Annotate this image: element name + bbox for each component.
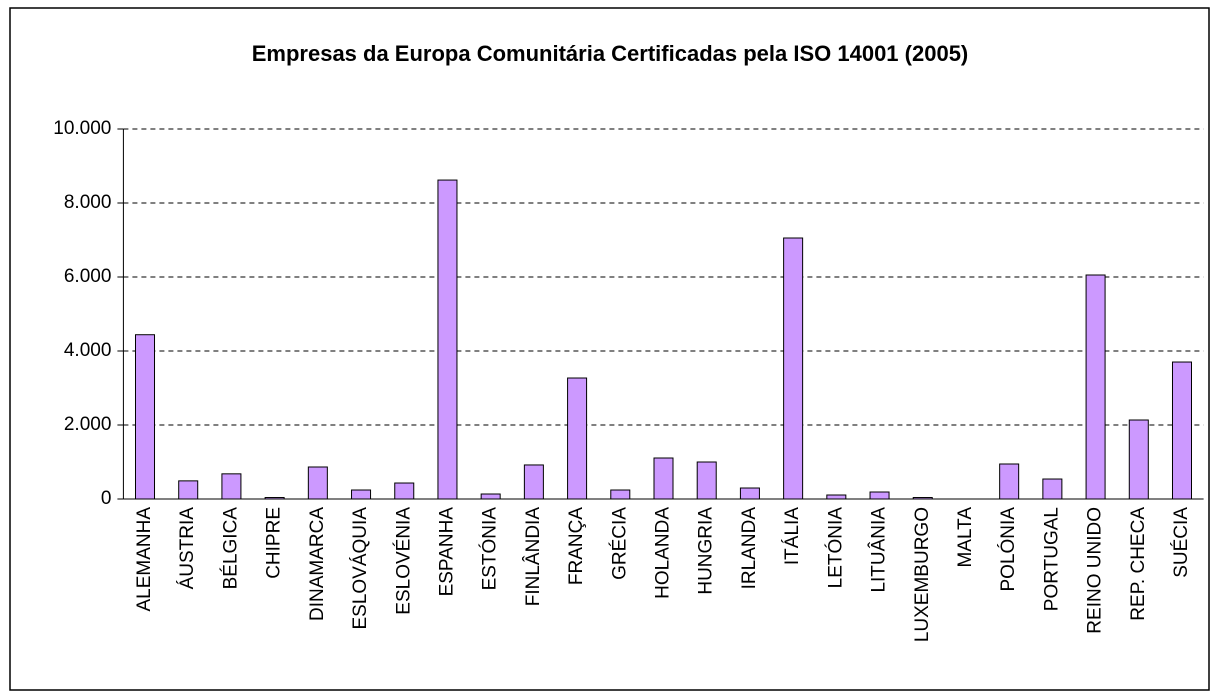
x-tick-label: ALEMANHA — [134, 507, 155, 612]
x-tick-label: CHIPRE — [264, 507, 285, 579]
x-tick-label: FRANÇA — [566, 507, 587, 585]
y-tick-label: 2.000 — [64, 414, 112, 435]
x-tick-label: REP. CHECA — [1128, 507, 1149, 621]
bar — [394, 482, 415, 500]
x-tick-label: POLÓNIA — [997, 507, 1019, 592]
x-tick-label: PORTUGAL — [1041, 507, 1062, 611]
y-tick-label: 10.000 — [53, 118, 111, 139]
x-tick-label: HUNGRIA — [696, 507, 717, 595]
y-tick-label: 0 — [101, 488, 112, 509]
x-tick-label: ESPANHA — [436, 507, 457, 597]
x-tick-label: LETÓNIA — [824, 507, 846, 589]
bar — [739, 487, 760, 500]
bar — [869, 491, 890, 500]
bar — [178, 480, 199, 500]
bar — [134, 334, 156, 500]
chart-title: Empresas da Europa Comunitária Certifica… — [252, 41, 969, 66]
chart-frame — [9, 7, 1210, 691]
bar — [307, 466, 328, 500]
bar — [1171, 361, 1193, 500]
x-tick-label: LITUÂNIA — [868, 507, 890, 593]
bar — [437, 179, 458, 500]
y-tick-label: 6.000 — [64, 266, 112, 287]
x-tick-label: BÉLGICA — [220, 507, 241, 590]
x-tick-label: ÁUSTRIA — [177, 507, 198, 590]
x-tick-label: DINAMARCA — [307, 507, 328, 621]
bar — [523, 464, 544, 500]
x-tick-label: SUÉCIA — [1171, 507, 1192, 578]
x-tick-label: MALTA — [955, 507, 976, 568]
bar — [1085, 274, 1106, 500]
bar — [610, 489, 631, 500]
x-tick-label: FINLÂNDIA — [522, 507, 544, 607]
bar — [221, 473, 242, 500]
bar — [696, 461, 717, 500]
x-tick-label: HOLANDA — [653, 507, 674, 599]
x-tick-label: ESTÓNIA — [479, 507, 501, 591]
bar — [1128, 419, 1149, 500]
bar — [1042, 478, 1063, 500]
bar — [826, 494, 847, 500]
y-tick-label: 8.000 — [64, 192, 112, 213]
x-tick-label: IRLANDA — [739, 507, 760, 590]
y-tick-label: 4.000 — [64, 340, 112, 361]
bar — [653, 457, 674, 500]
bar — [480, 493, 501, 500]
x-tick-label: REINO UNIDO — [1085, 507, 1106, 634]
bar — [567, 377, 588, 500]
bar — [783, 237, 804, 500]
x-tick-label: ITÁLIA — [782, 507, 803, 565]
bar — [351, 489, 372, 500]
x-tick-label: ESLOVÉNIA — [393, 507, 414, 615]
bar — [999, 463, 1020, 500]
x-tick-label: LUXEMBURGO — [912, 507, 933, 642]
x-tick-label: GRÉCIA — [609, 507, 630, 580]
x-tick-label: ESLOVÁQUIA — [350, 507, 371, 630]
